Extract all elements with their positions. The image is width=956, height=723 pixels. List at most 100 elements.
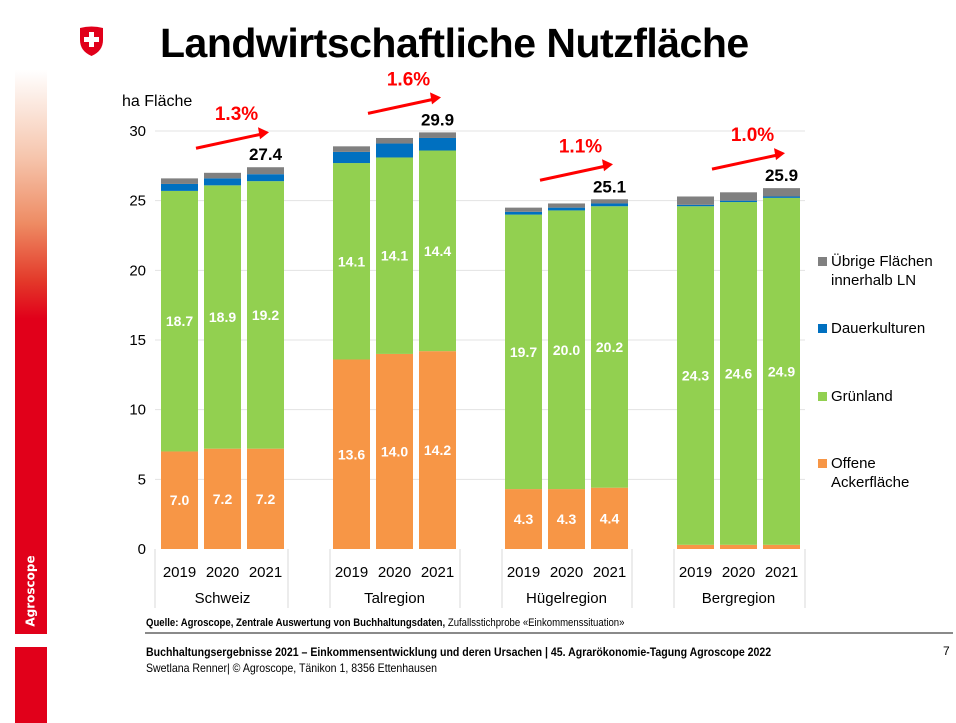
bar-segment--brige-fl-chen-innerhalb-ln xyxy=(376,137,413,144)
legend-label: innerhalb LN xyxy=(831,272,916,289)
bar-segment-gr-nland xyxy=(161,190,198,452)
legend-label: Dauerkulturen xyxy=(831,320,925,337)
data-label: 20.2 xyxy=(596,339,623,355)
bar-segment-gr-nland xyxy=(376,157,413,354)
footer-author: Swetlana Renner| © Agroscope, Tänikon 1,… xyxy=(146,661,437,675)
page-title: Landwirtschaftliche Nutzfläche xyxy=(160,20,749,66)
bar-segment-gr-nland xyxy=(677,206,714,545)
bar-segment-offene-ackerfl-che xyxy=(161,451,198,549)
bar-segment--brige-fl-chen-innerhalb-ln xyxy=(548,203,585,208)
bar-segment-gr-nland xyxy=(333,163,370,360)
bar-segment-dauerkulturen xyxy=(677,204,714,207)
source-normal: Zufallsstichprobe «Einkommenssituation» xyxy=(445,617,625,629)
legend-swatch xyxy=(818,257,827,266)
data-label: 18.9 xyxy=(209,309,236,325)
data-label: 14.4 xyxy=(424,243,451,259)
group-label: Schweiz xyxy=(195,590,251,607)
bar-segment--brige-fl-chen-innerhalb-ln xyxy=(763,188,800,197)
group-label: Bergregion xyxy=(702,590,775,607)
bar-segment-offene-ackerfl-che xyxy=(548,489,585,549)
bar-segment-offene-ackerfl-che xyxy=(763,544,800,549)
bar-segment-gr-nland xyxy=(720,202,757,545)
bar-segment--brige-fl-chen-innerhalb-ln xyxy=(204,172,241,179)
data-label: 20.0 xyxy=(553,342,580,358)
bar-segment--brige-fl-chen-innerhalb-ln xyxy=(247,167,284,175)
bar-segment--brige-fl-chen-innerhalb-ln xyxy=(161,178,198,184)
bar-segment-gr-nland xyxy=(763,197,800,545)
x-tick-label: 2020 xyxy=(206,564,239,581)
x-tick-label: 2019 xyxy=(507,564,540,581)
growth-label: 1.6% xyxy=(387,69,430,90)
x-tick-label: 2020 xyxy=(378,564,411,581)
legend-swatch xyxy=(818,324,827,333)
data-label: 24.6 xyxy=(725,365,752,381)
brand-strip-gradient xyxy=(15,70,47,548)
bar-segment-offene-ackerfl-che xyxy=(204,448,241,549)
bar-segment-offene-ackerfl-che xyxy=(505,489,542,549)
y-tick-label: 0 xyxy=(138,541,146,558)
bar-segment-dauerkulturen xyxy=(763,196,800,198)
y-tick-label: 10 xyxy=(129,402,146,419)
growth-arrow-head xyxy=(774,148,785,161)
group-label: Hügelregion xyxy=(526,590,607,607)
footer-divider xyxy=(145,632,953,634)
data-label: 18.7 xyxy=(166,313,193,329)
data-label: 7.2 xyxy=(213,491,233,507)
bar-segment-gr-nland xyxy=(548,210,585,490)
bar-segment--brige-fl-chen-innerhalb-ln xyxy=(419,132,456,138)
x-tick-label: 2019 xyxy=(163,564,196,581)
bar-segment-offene-ackerfl-che xyxy=(677,544,714,549)
bar-segment-offene-ackerfl-che xyxy=(419,351,456,549)
data-label: 24.3 xyxy=(682,368,709,384)
bar-segment-dauerkulturen xyxy=(548,207,585,211)
swiss-shield-icon xyxy=(80,26,103,56)
bar-segment-offene-ackerfl-che xyxy=(247,448,284,549)
footer-title: Buchhaltungsergebnisse 2021 – Einkommens… xyxy=(146,645,772,659)
bar-segment--brige-fl-chen-innerhalb-ln xyxy=(505,207,542,212)
data-label: 19.2 xyxy=(252,307,279,323)
x-tick-label: 2021 xyxy=(765,564,798,581)
bar-segment--brige-fl-chen-innerhalb-ln xyxy=(677,196,714,205)
bar-segment-dauerkulturen xyxy=(720,200,757,203)
total-label: 29.9 xyxy=(421,110,454,129)
data-label: 7.0 xyxy=(170,492,190,508)
data-label: 14.0 xyxy=(381,443,408,459)
stacked-bar-chart: 0 5 10 15 20 25 30 ha Fläche 7.0 18.7 7.2 18.9 7.2 19… xyxy=(122,69,933,608)
growth-label: 1.3% xyxy=(215,104,258,125)
bar-segment-dauerkulturen xyxy=(376,143,413,158)
growth-arrow-head xyxy=(430,92,441,105)
bar-segment-gr-nland xyxy=(419,150,456,352)
data-label: 24.9 xyxy=(768,363,795,379)
y-tick-label: 20 xyxy=(129,262,146,279)
bar-segment-dauerkulturen xyxy=(247,174,284,182)
data-label: 14.1 xyxy=(381,248,408,264)
y-tick-label: 15 xyxy=(129,332,146,349)
growth-label: 1.0% xyxy=(731,125,774,146)
legend-swatch xyxy=(818,392,827,401)
group-label: Talregion xyxy=(364,590,425,607)
y-tick-label: 25 xyxy=(129,193,146,210)
data-label: 14.1 xyxy=(338,253,365,269)
bar-segment-offene-ackerfl-che xyxy=(333,359,370,549)
total-label: 25.1 xyxy=(593,177,626,196)
x-tick-label: 2020 xyxy=(550,564,583,581)
bar-segment--brige-fl-chen-innerhalb-ln xyxy=(591,199,628,204)
bar-segment-gr-nland xyxy=(247,181,284,449)
legend-label: Übrige Flächen xyxy=(831,252,933,270)
growth-arrow-shaft xyxy=(195,132,262,150)
data-label: 7.2 xyxy=(256,491,276,507)
bar-segment-gr-nland xyxy=(591,206,628,488)
x-tick-label: 2019 xyxy=(679,564,712,581)
data-label: 4.3 xyxy=(557,511,577,527)
page-number: 7 xyxy=(943,644,950,658)
growth-arrow-shaft xyxy=(539,164,606,182)
bar-segment--brige-fl-chen-innerhalb-ln xyxy=(720,192,757,201)
bar-segment-dauerkulturen xyxy=(419,137,456,151)
data-label: 4.4 xyxy=(600,510,620,526)
growth-arrow-head xyxy=(602,159,613,172)
x-tick-label: 2021 xyxy=(421,564,454,581)
y-tick-label: 5 xyxy=(138,471,146,488)
bar-segment-dauerkulturen xyxy=(591,203,628,207)
legend-label: Ackerfläche xyxy=(831,474,909,491)
bar-segment-dauerkulturen xyxy=(505,211,542,215)
